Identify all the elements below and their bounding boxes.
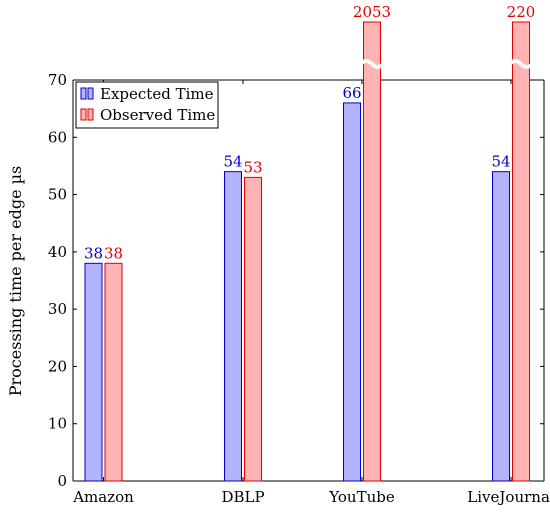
y-tick-label: 10 [48,415,67,433]
data-label: 38 [104,244,123,262]
y-tick-label: 70 [48,71,67,89]
legend-swatch [80,108,87,121]
data-label: 2053 [353,3,391,21]
y-tick-label: 30 [48,300,67,318]
y-tick-label: 50 [48,186,67,204]
data-label: 38 [84,244,103,262]
bar-observed-time-dblp [244,176,262,482]
legend: Expected Time Observed Time [75,81,219,129]
y-tick-label: 0 [57,472,67,490]
bar-observed-time-youtube [363,21,381,482]
legend-box [75,81,219,129]
axis-break-mark [359,59,385,69]
x-tick-label: Amazon [72,488,134,506]
y-tick-label: 20 [48,357,67,375]
data-label: 54 [223,153,242,171]
axis-break-mark [508,59,534,69]
legend-swatch [80,87,87,100]
y-tick-label: 40 [48,243,67,261]
data-label: 54 [491,153,510,171]
data-label: 66 [342,84,361,102]
legend-entry-label: Observed Time [100,106,215,124]
y-axis-title: Processing time per edge µs [6,166,25,396]
bar-expected-time-dblp [224,171,242,482]
legend-entry-label: Expected Time [100,85,214,103]
bar-expected-time-youtube [343,102,361,482]
y-tick-label: 60 [48,128,67,146]
bar-expected-time-amazon [84,262,103,482]
bar-expected-time-livejournal [492,171,510,482]
data-label: 53 [243,158,262,176]
legend-swatch [87,108,94,121]
bar-observed-time-livejournal [512,21,530,482]
x-tick-label: LiveJournal [467,488,550,506]
x-tick-label: DBLP [221,488,264,506]
data-label: 220 [507,3,536,21]
bar-observed-time-amazon [104,262,123,482]
x-tick-label: YouTube [328,488,395,506]
legend-swatch [87,87,94,100]
